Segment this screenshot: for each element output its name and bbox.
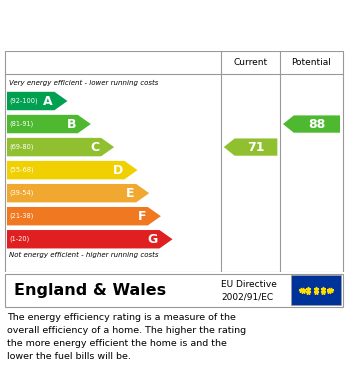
Polygon shape bbox=[7, 138, 114, 156]
Text: The energy efficiency rating is a measure of the
overall efficiency of a home. T: The energy efficiency rating is a measur… bbox=[7, 313, 246, 361]
Text: Potential: Potential bbox=[292, 58, 331, 67]
Text: E: E bbox=[126, 187, 134, 200]
Text: (69-80): (69-80) bbox=[10, 144, 34, 150]
Text: England & Wales: England & Wales bbox=[14, 283, 166, 298]
Text: Current: Current bbox=[234, 58, 268, 67]
Text: 71: 71 bbox=[247, 141, 265, 154]
Text: (81-91): (81-91) bbox=[10, 121, 34, 127]
Text: (21-38): (21-38) bbox=[10, 213, 34, 219]
Text: Not energy efficient - higher running costs: Not energy efficient - higher running co… bbox=[9, 252, 158, 258]
Polygon shape bbox=[7, 184, 149, 203]
Text: Energy Efficiency Rating: Energy Efficiency Rating bbox=[12, 18, 241, 36]
Text: D: D bbox=[112, 163, 123, 177]
Bar bbox=[291, 275, 341, 305]
Text: B: B bbox=[66, 118, 76, 131]
Polygon shape bbox=[7, 230, 173, 248]
Polygon shape bbox=[283, 115, 340, 133]
Text: Very energy efficient - lower running costs: Very energy efficient - lower running co… bbox=[9, 79, 158, 86]
Polygon shape bbox=[7, 115, 91, 133]
Polygon shape bbox=[224, 138, 277, 156]
Text: (1-20): (1-20) bbox=[10, 236, 30, 242]
Text: (39-54): (39-54) bbox=[10, 190, 34, 196]
Text: C: C bbox=[90, 141, 100, 154]
Text: EU Directive: EU Directive bbox=[221, 280, 277, 289]
Text: A: A bbox=[43, 95, 53, 108]
Text: G: G bbox=[148, 233, 158, 246]
Text: F: F bbox=[137, 210, 146, 223]
Text: 2002/91/EC: 2002/91/EC bbox=[221, 292, 273, 301]
Polygon shape bbox=[7, 207, 161, 226]
Text: 88: 88 bbox=[308, 118, 325, 131]
Text: (55-68): (55-68) bbox=[10, 167, 34, 173]
Polygon shape bbox=[7, 161, 137, 179]
Polygon shape bbox=[7, 92, 68, 110]
Text: (92-100): (92-100) bbox=[10, 98, 38, 104]
